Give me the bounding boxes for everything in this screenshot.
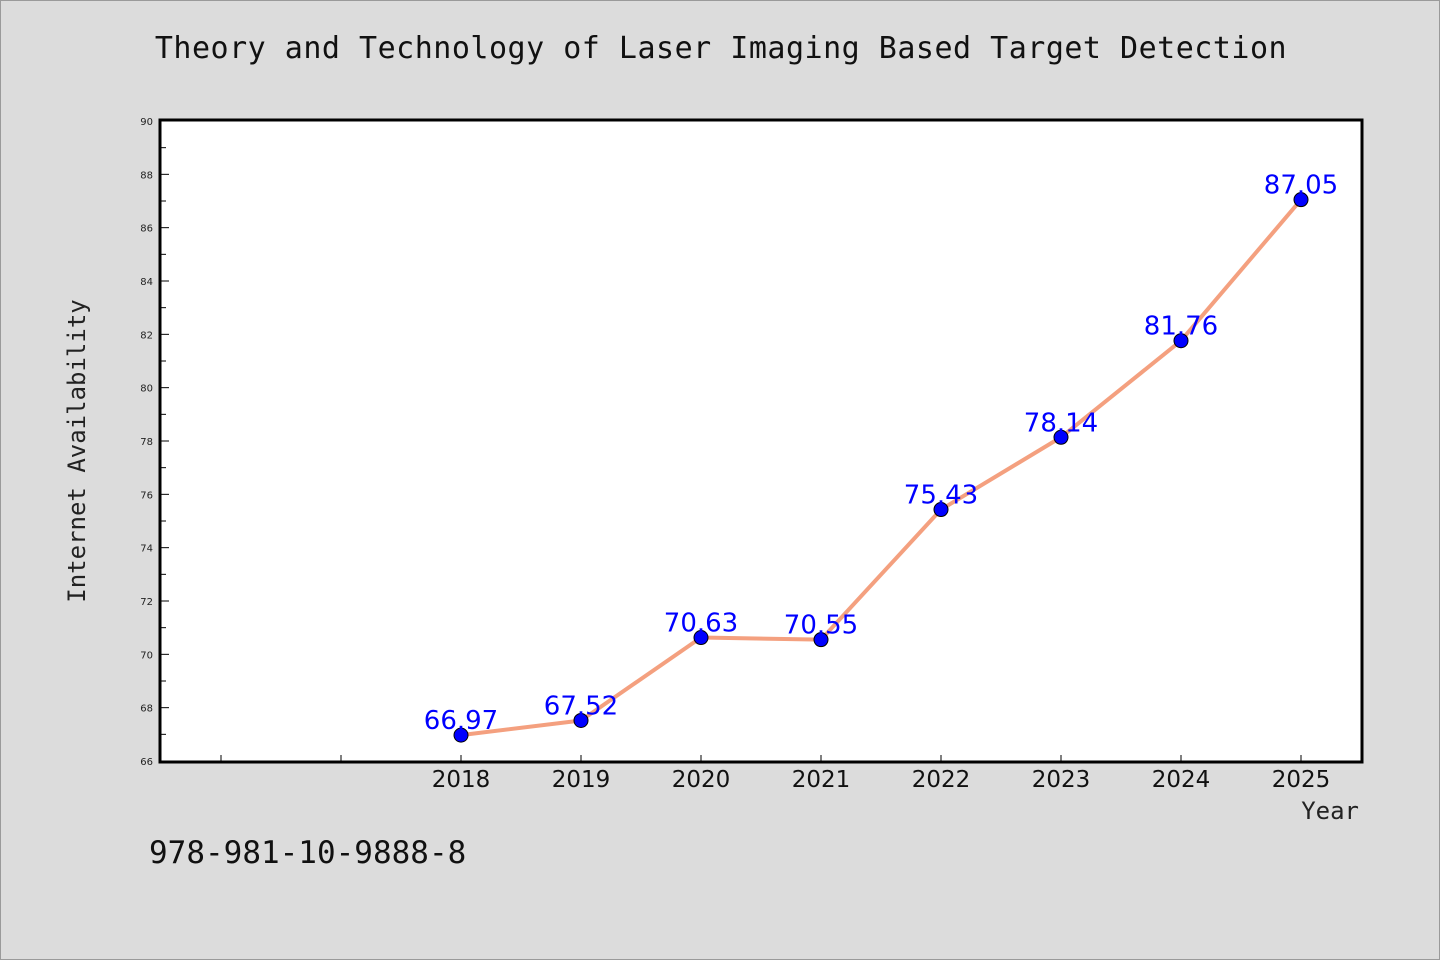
y-tick-label: 66: [140, 757, 153, 768]
data-label: 81.76: [1144, 312, 1218, 342]
series-layer: 66.97 67.52 70.63 70.55 75.43 78.14 81.76 87.05: [424, 171, 1338, 743]
plot-area: [158, 118, 1364, 764]
x-tick-label: 2025: [1272, 767, 1331, 793]
x-tick-label: 2021: [792, 767, 851, 793]
data-label: 75.43: [904, 481, 978, 511]
data-label: 78.14: [1024, 408, 1098, 438]
x-tick-label: 2023: [1032, 767, 1091, 793]
x-tick-label: 2024: [1152, 767, 1211, 793]
data-point: [1173, 333, 1189, 349]
y-tick-label: 78: [140, 437, 153, 448]
data-point: [573, 712, 589, 728]
y-tick-label: 68: [140, 704, 153, 715]
chart-title: Theory and Technology of Laser Imaging B…: [154, 31, 1288, 66]
y-tick-label: 72: [140, 597, 153, 608]
data-label: 66.97: [424, 706, 498, 736]
data-label: 70.55: [784, 611, 858, 641]
data-point: [933, 502, 949, 518]
data-label: 87.05: [1264, 171, 1338, 201]
data-point: [813, 632, 829, 648]
y-tick-label: 80: [140, 384, 153, 395]
y-tick-label: 82: [140, 330, 153, 341]
x-tick-label: 2022: [912, 767, 971, 793]
y-tick-label: 70: [140, 650, 153, 661]
data-point: [453, 727, 469, 743]
data-point: [1293, 192, 1309, 208]
data-point: [1053, 429, 1069, 445]
data-label: 70.63: [664, 609, 738, 639]
y-tick-label: 88: [140, 170, 153, 181]
isbn-text: 978-981-10-9888-8: [149, 835, 467, 871]
series-line: [460, 198, 1303, 738]
data-label: 67.52: [544, 691, 618, 721]
y-tick-label: 90: [140, 117, 153, 128]
x-tick-label: 2018: [432, 767, 491, 793]
x-tick-label: 2020: [672, 767, 731, 793]
x-axis: 2018 2019 2020 2021 2022 2023 2024 2025: [220, 755, 1331, 793]
y-tick-label: 84: [140, 277, 153, 288]
y-tick-label: 86: [140, 224, 153, 235]
y-axis: 66 68 70 72 74 76 78 80 82 84 86 88 90: [140, 117, 169, 768]
y-tick-label: 76: [140, 490, 153, 501]
data-point: [693, 630, 709, 646]
x-tick-label: 2019: [552, 767, 611, 793]
y-tick-label: 74: [140, 544, 153, 555]
x-axis-label: Year: [1301, 797, 1359, 825]
